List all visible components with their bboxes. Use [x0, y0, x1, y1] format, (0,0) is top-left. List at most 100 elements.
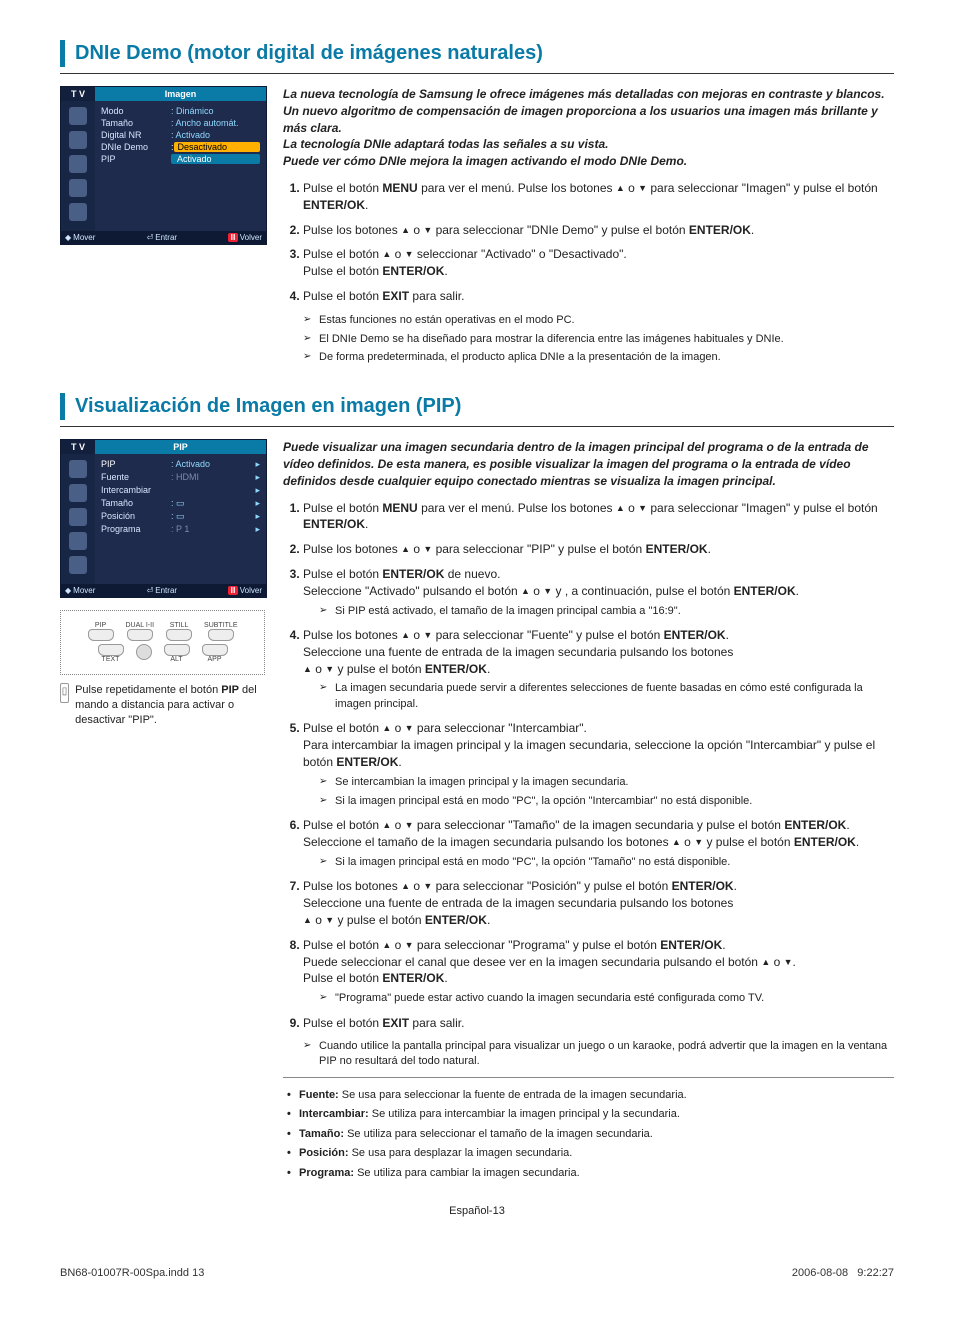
- osd-enter: Entrar: [155, 233, 177, 242]
- osd-footer: ◆ Mover ⏎ Entrar Ⅲ Volver: [61, 231, 266, 244]
- bullet: Tamaño: Se utiliza para seleccionar el t…: [287, 1127, 894, 1142]
- indd-time: 9:22:27: [857, 1267, 894, 1279]
- osd-row-value: : Ancho automát.: [171, 118, 260, 128]
- remote-tip: ▯ Pulse repetidamente el botón PIP del m…: [60, 683, 265, 728]
- note: De forma predeterminada, el producto apl…: [303, 350, 894, 365]
- step: Pulse el botón EXIT para salir.: [303, 1015, 894, 1032]
- osd-row-value: Activado: [171, 154, 260, 164]
- bullet: Programa: Se utiliza para cambiar la ima…: [287, 1166, 894, 1181]
- sub-note: Si la imagen principal está en modo "PC"…: [319, 794, 894, 809]
- osd-row-value: [171, 485, 251, 496]
- section1-title: DNIe Demo (motor digital de imágenes nat…: [60, 40, 894, 67]
- osd-move: Mover: [73, 233, 95, 242]
- osd-icon: [69, 508, 87, 526]
- osd-row-value: Desactivado: [174, 142, 260, 152]
- remote-btn: ALT: [164, 644, 190, 663]
- osd-footer: ◆ Mover ⏎ Entrar Ⅲ Volver: [61, 584, 266, 597]
- osd-pip: T V PIP PIP: Activado▸ Fuente: HDMI▸ Int…: [60, 439, 267, 598]
- rule: [60, 73, 894, 74]
- section1-left: T V Imagen Modo: Dinámico Tamaño: Ancho …: [60, 86, 265, 369]
- osd-row-label: Intercambiar: [101, 485, 171, 496]
- remote-btn: TEXT: [98, 644, 124, 663]
- step: Pulse el botón ▲ o ▼ para seleccionar "I…: [303, 720, 894, 809]
- osd-icon: [69, 107, 87, 125]
- rule: [283, 1077, 894, 1078]
- section2-title: Visualización de Imagen en imagen (PIP): [60, 393, 894, 420]
- section2-intro: Puede visualizar una imagen secundaria d…: [283, 439, 894, 489]
- section1-notes: Estas funciones no están operativas en e…: [283, 313, 894, 366]
- remote-btn: PIP: [88, 622, 114, 641]
- remote-btn: STILL: [166, 622, 192, 641]
- step: Pulse el botón ▲ o ▼ seleccionar "Activa…: [303, 246, 894, 280]
- section1-content: La nueva tecnología de Samsung le ofrece…: [283, 86, 894, 369]
- osd-return: Volver: [240, 586, 262, 595]
- section1-layout: T V Imagen Modo: Dinámico Tamaño: Ancho …: [60, 86, 894, 369]
- osd-row-value: : ▭: [171, 498, 251, 509]
- remote-icon: ▯: [60, 683, 69, 703]
- osd-row-value: : Activado: [171, 130, 260, 140]
- sub-note: Si PIP está activado, el tamaño de la im…: [319, 604, 894, 619]
- osd-tv-label: T V: [61, 440, 95, 454]
- osd-row-label: Tamaño: [101, 498, 171, 509]
- osd-tv-label: T V: [61, 87, 95, 101]
- step: Pulse el botón MENU para ver el menú. Pu…: [303, 500, 894, 534]
- osd-row-label: Tamaño: [101, 118, 171, 128]
- remote-btn: [136, 644, 152, 663]
- osd-return: Volver: [240, 233, 262, 242]
- bullet: Posición: Se usa para desplazar la image…: [287, 1146, 894, 1161]
- osd-icon: [69, 179, 87, 197]
- indd-file: BN68-01007R-00Spa.indd 13: [60, 1267, 204, 1279]
- osd-rows: PIP: Activado▸ Fuente: HDMI▸ Intercambia…: [95, 454, 266, 584]
- indd-date: 2006-08-08: [792, 1267, 848, 1279]
- step: Pulse el botón ▲ o ▼ para seleccionar "T…: [303, 817, 894, 870]
- step: Pulse los botones ▲ o ▼ para seleccionar…: [303, 541, 894, 558]
- osd-row-value: : ▭: [171, 511, 251, 522]
- section2-left: T V PIP PIP: Activado▸ Fuente: HDMI▸ Int…: [60, 439, 265, 1185]
- osd-enter: Entrar: [155, 586, 177, 595]
- step: Pulse el botón ENTER/OK de nuevo. Selecc…: [303, 566, 894, 619]
- indd-footer: BN68-01007R-00Spa.indd 13 2006-08-08 9:2…: [60, 1267, 894, 1279]
- sub-note: La imagen secundaria puede servir a dife…: [319, 681, 894, 712]
- section2-final-note: Cuando utilice la pantalla principal par…: [283, 1039, 894, 1069]
- osd-row-label: Modo: [101, 106, 171, 116]
- bullet: Fuente: Se usa para seleccionar la fuent…: [287, 1088, 894, 1103]
- osd-row-label: PIP: [101, 154, 171, 164]
- osd-sidebar-icons: [61, 101, 95, 231]
- osd-row-label: PIP: [101, 459, 171, 470]
- step: Pulse los botones ▲ o ▼ para seleccionar…: [303, 222, 894, 239]
- osd-row-label: Digital NR: [101, 130, 171, 140]
- osd-icon: [69, 155, 87, 173]
- osd-icon: [69, 460, 87, 478]
- sub-note: Si la imagen principal está en modo "PC"…: [319, 855, 894, 870]
- step: Pulse el botón EXIT para salir.: [303, 288, 894, 305]
- osd-row-value: : Dinámico: [171, 106, 260, 116]
- osd-icon: [69, 131, 87, 149]
- section2-content: Puede visualizar una imagen secundaria d…: [283, 439, 894, 1185]
- sub-note: Se intercambian la imagen principal y la…: [319, 775, 894, 790]
- osd-row-label: DNIe Demo: [101, 142, 171, 152]
- osd-row-value: : P 1: [171, 524, 251, 535]
- osd-row-label: Programa: [101, 524, 171, 535]
- step: Pulse el botón ▲ o ▼ para seleccionar "P…: [303, 937, 894, 1007]
- osd-row-value: : Activado: [171, 459, 251, 470]
- step: Pulse los botones ▲ o ▼ para seleccionar…: [303, 627, 894, 712]
- osd-title: Imagen: [95, 87, 266, 101]
- osd-image: T V Imagen Modo: Dinámico Tamaño: Ancho …: [60, 86, 267, 245]
- osd-rows: Modo: Dinámico Tamaño: Ancho automát. Di…: [95, 101, 266, 231]
- step: Pulse los botones ▲ o ▼ para seleccionar…: [303, 878, 894, 928]
- step: Pulse el botón MENU para ver el menú. Pu…: [303, 180, 894, 214]
- osd-row-label: Fuente: [101, 472, 171, 483]
- osd-sidebar-icons: [61, 454, 95, 584]
- remote-btn: DUAL I-II: [126, 622, 155, 641]
- section1-intro: La nueva tecnología de Samsung le ofrece…: [283, 86, 894, 170]
- page-number: Español-13: [60, 1205, 894, 1217]
- osd-row-value: : HDMI: [171, 472, 251, 483]
- osd-icon: [69, 556, 87, 574]
- remote-btn: SUBTITLE: [204, 622, 237, 641]
- osd-icon: [69, 203, 87, 221]
- section2-steps: Pulse el botón MENU para ver el menú. Pu…: [283, 500, 894, 1032]
- remote-btn: APP: [202, 644, 228, 663]
- section2-layout: T V PIP PIP: Activado▸ Fuente: HDMI▸ Int…: [60, 439, 894, 1185]
- sub-note: "Programa" puede estar activo cuando la …: [319, 991, 894, 1006]
- bullet: Intercambiar: Se utiliza para intercambi…: [287, 1107, 894, 1122]
